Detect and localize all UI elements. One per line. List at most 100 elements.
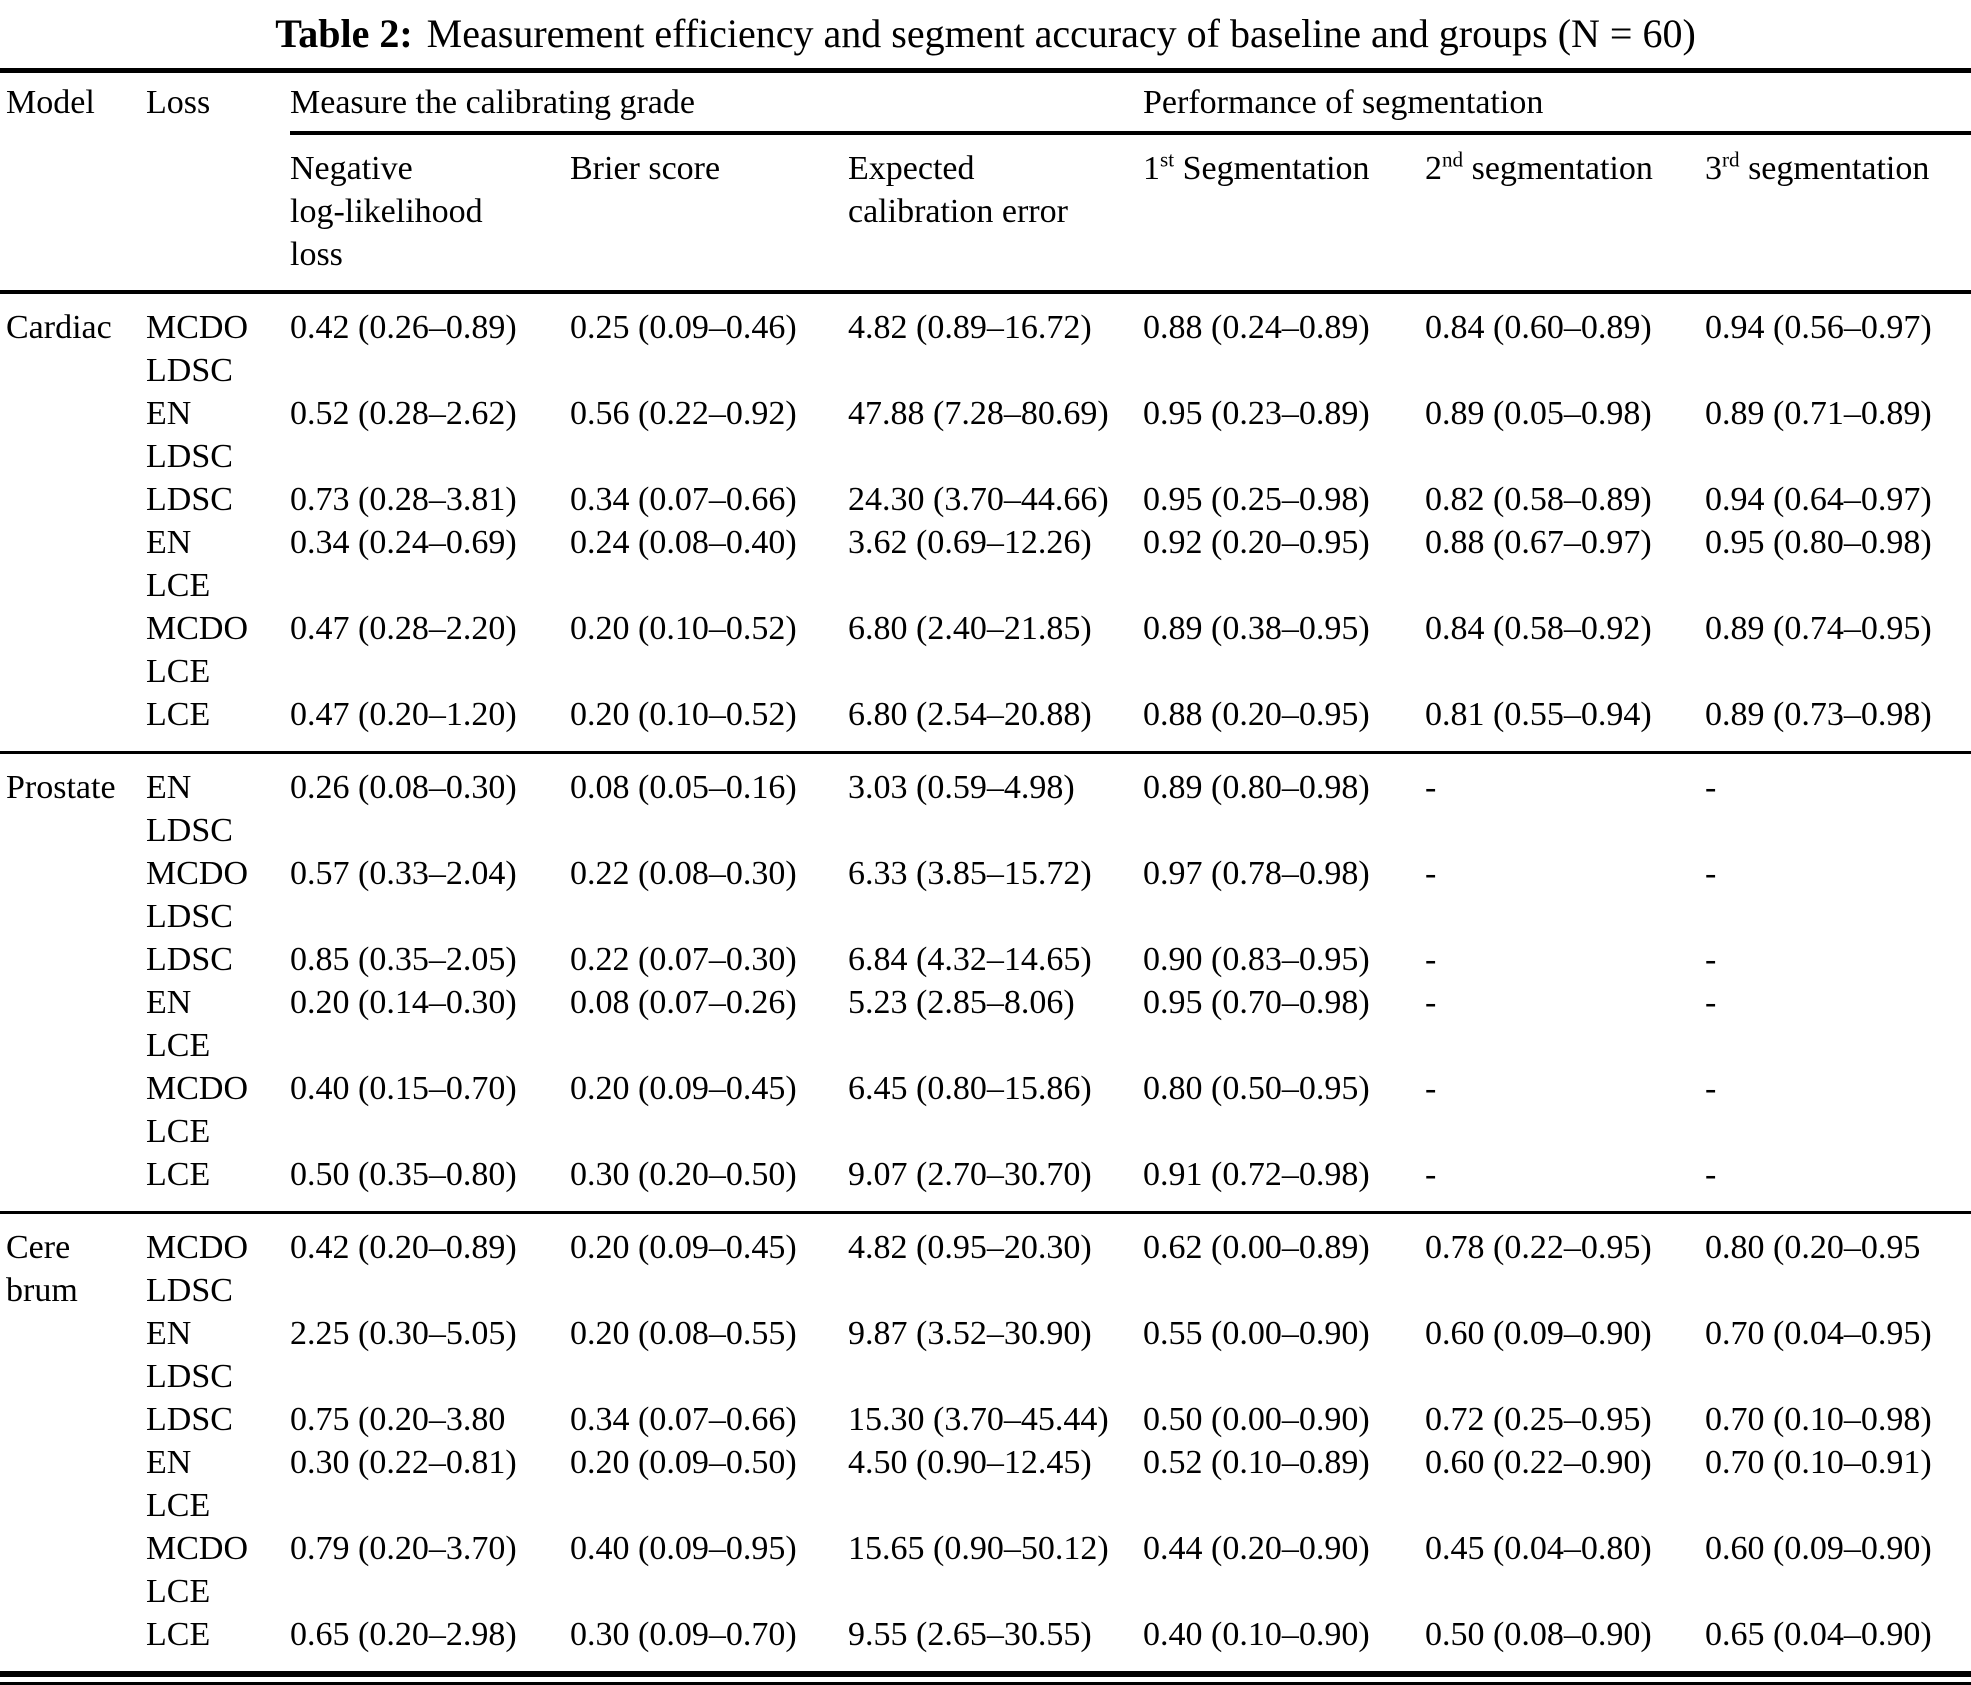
seg2-cell: - xyxy=(1425,1070,1437,1107)
seg2-num: 2 xyxy=(1425,150,1443,187)
seg3-cell: - xyxy=(1705,1070,1717,1107)
table-body: Cardiac MCDO LDSC 0.42 (0.26–0.89) 0.25 (0.… xyxy=(0,292,1971,1674)
seg1-cell: 0.90 (0.83–0.95) xyxy=(1143,941,1370,978)
ece-cell: 6.80 (2.40–21.85) xyxy=(848,610,1092,647)
seg2-cell: 0.60 (0.09–0.90) xyxy=(1425,1315,1652,1352)
seg1-cell: 0.52 (0.10–0.89) xyxy=(1143,1444,1370,1481)
loss-cell: EN LCE xyxy=(146,524,211,604)
brier-cell: 0.22 (0.07–0.30) xyxy=(570,941,797,978)
table-row: LCE 0.47 (0.20–1.20) 0.20 (0.10–0.52) 6.80 … xyxy=(0,693,1971,753)
brier-cell: 0.25 (0.09–0.46) xyxy=(570,309,797,346)
model-cell: Cardiac xyxy=(6,309,112,346)
brier-cell: 0.24 (0.08–0.40) xyxy=(570,524,797,561)
col-header-loss: Loss xyxy=(146,70,290,294)
seg2-cell: 0.84 (0.58–0.92) xyxy=(1425,610,1652,647)
nll-cell: 0.73 (0.28–3.81) xyxy=(290,481,517,518)
group-header-row: Model Loss Measure the calibrating grade… xyxy=(0,70,1971,294)
ece-cell: 4.82 (0.95–20.30) xyxy=(848,1211,1144,1312)
loss-cell: LCE xyxy=(146,1616,211,1653)
seg3-cell: - xyxy=(1705,1156,1717,1193)
loss-cell: MCDO LDSC xyxy=(146,1211,290,1312)
brier-cell: 0.20 (0.10–0.52) xyxy=(570,610,797,647)
seg2-cell: 0.82 (0.58–0.89) xyxy=(1425,481,1652,518)
seg1-cell: 0.50 (0.00–0.90) xyxy=(1143,1401,1370,1438)
seg1-cell: 0.92 (0.20–0.95) xyxy=(1143,524,1370,561)
nll-cell: 0.47 (0.20–1.20) xyxy=(290,696,517,733)
table-row: MCDO LCE 0.40 (0.15–0.70) 0.20 (0.09–0.45)… xyxy=(0,1067,1971,1153)
table-caption-label: Table 2: xyxy=(275,11,413,56)
seg2-label: segmentation xyxy=(1463,150,1653,187)
ece-cell: 6.84 (4.32–14.65) xyxy=(848,941,1092,978)
seg3-cell: 0.65 (0.04–0.90) xyxy=(1705,1616,1932,1653)
nll-cell: 0.65 (0.20–2.98) xyxy=(290,1616,517,1653)
col-header-model: Model xyxy=(0,70,146,294)
brier-cell: 0.22 (0.08–0.30) xyxy=(570,855,797,892)
loss-cell: MCDO LCE xyxy=(146,1070,249,1150)
loss-cell: MCDO LDSC xyxy=(146,309,249,389)
nll-cell: 0.26 (0.08–0.30) xyxy=(290,751,570,852)
seg3-cell: 0.60 (0.09–0.90) xyxy=(1705,1530,1932,1567)
table-caption: Table 2: Measurement efficiency and segme… xyxy=(0,0,1971,68)
seg1-cell: 0.95 (0.70–0.98) xyxy=(1143,984,1370,1021)
loss-cell: LDSC xyxy=(146,941,233,978)
seg1-cell: 0.40 (0.10–0.90) xyxy=(1143,1616,1370,1653)
brier-cell: 0.08 (0.05–0.16) xyxy=(570,751,848,852)
table-row: MCDO LDSC 0.57 (0.33–2.04) 0.22 (0.08–0.30… xyxy=(0,852,1971,938)
seg3-cell: - xyxy=(1705,941,1717,978)
table-row: LDSC 0.73 (0.28–3.81) 0.34 (0.07–0.66) 24.3… xyxy=(0,478,1971,521)
seg1-cell: 0.80 (0.50–0.95) xyxy=(1143,1070,1370,1107)
loss-cell: MCDO LCE xyxy=(146,610,249,690)
table-row: MCDO LCE 0.47 (0.28–2.20) 0.20 (0.10–0.52)… xyxy=(0,607,1971,693)
table-row: MCDO LCE 0.79 (0.20–3.70) 0.40 (0.09–0.95)… xyxy=(0,1527,1971,1613)
loss-cell: EN LDSC xyxy=(146,751,290,852)
brier-cell: 0.20 (0.09–0.45) xyxy=(570,1211,848,1312)
seg2-cell: - xyxy=(1425,984,1437,1021)
col-header-seg3: 3rd segmentation xyxy=(1705,133,1971,294)
loss-cell: EN LCE xyxy=(146,984,211,1064)
nll-cell: 0.40 (0.15–0.70) xyxy=(290,1070,517,1107)
loss-cell: LCE xyxy=(146,1156,211,1193)
seg2-cell: 0.45 (0.04–0.80) xyxy=(1425,1530,1652,1567)
table-row: EN LCE 0.30 (0.22–0.81) 0.20 (0.09–0.50) 4.… xyxy=(0,1441,1971,1527)
seg2-sup: nd xyxy=(1442,147,1464,172)
ece-cell: 3.03 (0.59–4.98) xyxy=(848,751,1144,852)
brier-cell: 0.30 (0.09–0.70) xyxy=(570,1616,797,1653)
ece-cell: 9.55 (2.65–30.55) xyxy=(848,1616,1092,1653)
seg3-cell: - xyxy=(1705,984,1717,1021)
nll-cell: 0.42 (0.20–0.89) xyxy=(290,1211,570,1312)
seg1-cell: 0.95 (0.23–0.89) xyxy=(1143,395,1370,432)
seg1-cell: 0.62 (0.00–0.89) xyxy=(1143,1211,1426,1312)
seg3-cell: 0.94 (0.64–0.97) xyxy=(1705,481,1932,518)
loss-cell: LDSC xyxy=(146,481,233,518)
brier-cell: 0.34 (0.07–0.66) xyxy=(570,1401,797,1438)
ece-cell: 24.30 (3.70–44.66) xyxy=(848,481,1109,518)
brier-cell: 0.20 (0.09–0.50) xyxy=(570,1444,797,1481)
col-header-seg2: 2nd segmentation xyxy=(1425,133,1706,294)
ece-cell: 47.88 (7.28–80.69) xyxy=(848,395,1109,432)
ece-cell: 4.82 (0.89–16.72) xyxy=(848,309,1092,346)
loss-cell: EN LDSC xyxy=(146,1315,233,1395)
nll-cell: 0.34 (0.24–0.69) xyxy=(290,524,517,561)
seg2-cell: - xyxy=(1425,1156,1437,1193)
brier-cell: 0.20 (0.09–0.45) xyxy=(570,1070,797,1107)
seg3-cell: 0.94 (0.56–0.97) xyxy=(1705,309,1932,346)
col-header-ece: Expected calibration error xyxy=(848,133,1144,294)
seg3-cell: 0.89 (0.71–0.89) xyxy=(1705,395,1932,432)
seg3-cell: - xyxy=(1705,855,1717,892)
seg1-label: Segmentation xyxy=(1174,150,1370,187)
seg3-cell: - xyxy=(1705,751,1971,852)
brier-cell: 0.34 (0.07–0.66) xyxy=(570,481,797,518)
seg2-cell: 0.81 (0.55–0.94) xyxy=(1425,696,1652,733)
table-row: Cardiac MCDO LDSC 0.42 (0.26–0.89) 0.25 (0.… xyxy=(0,292,1971,392)
ece-cell: 6.33 (3.85–15.72) xyxy=(848,855,1092,892)
table-row: EN LCE 0.20 (0.14–0.30) 0.08 (0.07–0.26) 5.… xyxy=(0,981,1971,1067)
nll-cell: 0.30 (0.22–0.81) xyxy=(290,1444,517,1481)
seg2-cell: - xyxy=(1425,855,1437,892)
nll-cell: 0.79 (0.20–3.70) xyxy=(290,1530,517,1567)
model-cell: Prostate xyxy=(0,751,146,1213)
seg3-cell: 0.70 (0.04–0.95) xyxy=(1705,1315,1932,1352)
ece-cell: 9.07 (2.70–30.70) xyxy=(848,1156,1092,1193)
loss-cell: EN LCE xyxy=(146,1444,211,1524)
column-header-row: Negative log-likelihood loss Brier score… xyxy=(0,133,1971,294)
brier-cell: 0.08 (0.07–0.26) xyxy=(570,984,797,1021)
